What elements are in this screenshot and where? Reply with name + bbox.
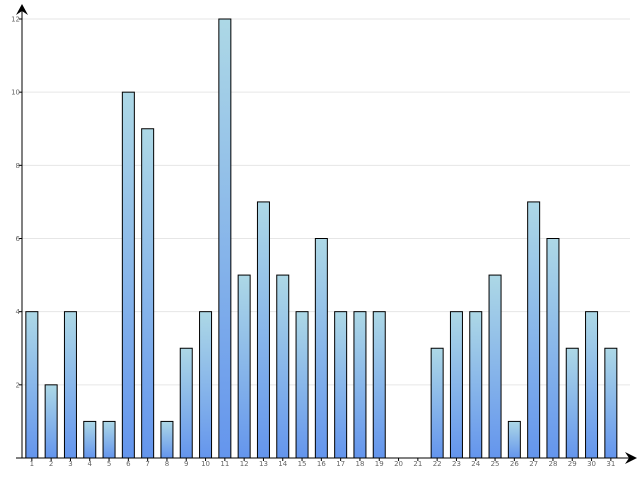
x-tick-label: 29 — [568, 460, 577, 468]
x-tick-label: 23 — [452, 460, 461, 468]
bar-14 — [276, 274, 290, 459]
bar-25 — [488, 274, 502, 459]
x-tick-label: 28 — [548, 460, 557, 468]
bar-7 — [141, 128, 155, 459]
x-tick-label: 9 — [184, 460, 188, 468]
x-tick-label: 20 — [394, 460, 403, 468]
x-tick-label: 31 — [606, 460, 615, 468]
x-tick-label: 11 — [220, 460, 229, 468]
bar-6 — [121, 91, 135, 459]
bar-15 — [295, 311, 309, 459]
bar-10 — [199, 311, 213, 459]
y-tick-label: 4 — [16, 308, 21, 316]
x-tick-label: 25 — [491, 460, 500, 468]
bar-29 — [565, 347, 579, 459]
y-axis-arrow-icon — [16, 4, 28, 15]
x-tick-label: 30 — [587, 460, 596, 468]
x-tick-label: 18 — [355, 460, 364, 468]
bar-9 — [179, 347, 193, 459]
x-tick-label: 14 — [278, 460, 287, 468]
x-tick-label: 13 — [259, 460, 268, 468]
bar-19 — [372, 311, 386, 459]
x-tick-label: 21 — [413, 460, 422, 468]
bar-16 — [314, 238, 328, 459]
x-tick-label: 12 — [240, 460, 249, 468]
x-axis-arrow-icon — [625, 452, 637, 464]
bar-1 — [25, 311, 39, 459]
x-tick-label: 16 — [317, 460, 326, 468]
bar-28 — [546, 238, 560, 459]
bar-8 — [160, 420, 174, 459]
x-tick-label: 8 — [165, 460, 169, 468]
x-tick-label: 7 — [145, 460, 149, 468]
x-tick-label: 6 — [126, 460, 131, 468]
bar-12 — [237, 274, 251, 459]
x-tick-label: 26 — [510, 460, 519, 468]
x-tick-label: 24 — [471, 460, 480, 468]
x-tick-label: 1 — [30, 460, 34, 468]
bar-11 — [218, 18, 232, 459]
y-tick-label: 12 — [11, 16, 20, 24]
x-tick-label: 17 — [336, 460, 345, 468]
bar-26 — [507, 420, 521, 459]
x-tick-label: 15 — [298, 460, 307, 468]
bar-31 — [604, 347, 618, 459]
y-tick-label: 6 — [16, 235, 21, 243]
y-tick-label: 10 — [11, 89, 20, 97]
bar-3 — [63, 311, 77, 459]
x-tick-label: 2 — [49, 460, 53, 468]
y-tick-label: 2 — [16, 381, 20, 389]
bar-4 — [83, 420, 97, 459]
x-tick-label: 4 — [88, 460, 93, 468]
axes-group — [16, 4, 637, 464]
bar-30 — [585, 311, 599, 459]
bar-23 — [449, 311, 463, 459]
bar-13 — [256, 201, 270, 459]
y-tick-label: 8 — [16, 162, 20, 170]
x-tick-label: 10 — [201, 460, 210, 468]
bar-5 — [102, 420, 116, 459]
x-tick-label: 3 — [68, 460, 72, 468]
bar-18 — [353, 311, 367, 459]
bar-27 — [527, 201, 541, 459]
x-tick-label: 22 — [433, 460, 442, 468]
y-tick-labels: 2 4 6 8 10 12 — [11, 16, 22, 389]
x-tick-label: 27 — [529, 460, 538, 468]
x-tick-labels: 1 2 3 4 5 6 7 8 9 10 11 12 13 14 15 16 17 18 19 20 21 22 23 24 2… — [30, 458, 615, 468]
bar-17 — [334, 311, 348, 459]
bar-24 — [469, 311, 483, 459]
bar-22 — [430, 347, 444, 459]
x-tick-label: 19 — [375, 460, 384, 468]
bar-2 — [44, 384, 58, 459]
x-tick-label: 5 — [107, 460, 111, 468]
